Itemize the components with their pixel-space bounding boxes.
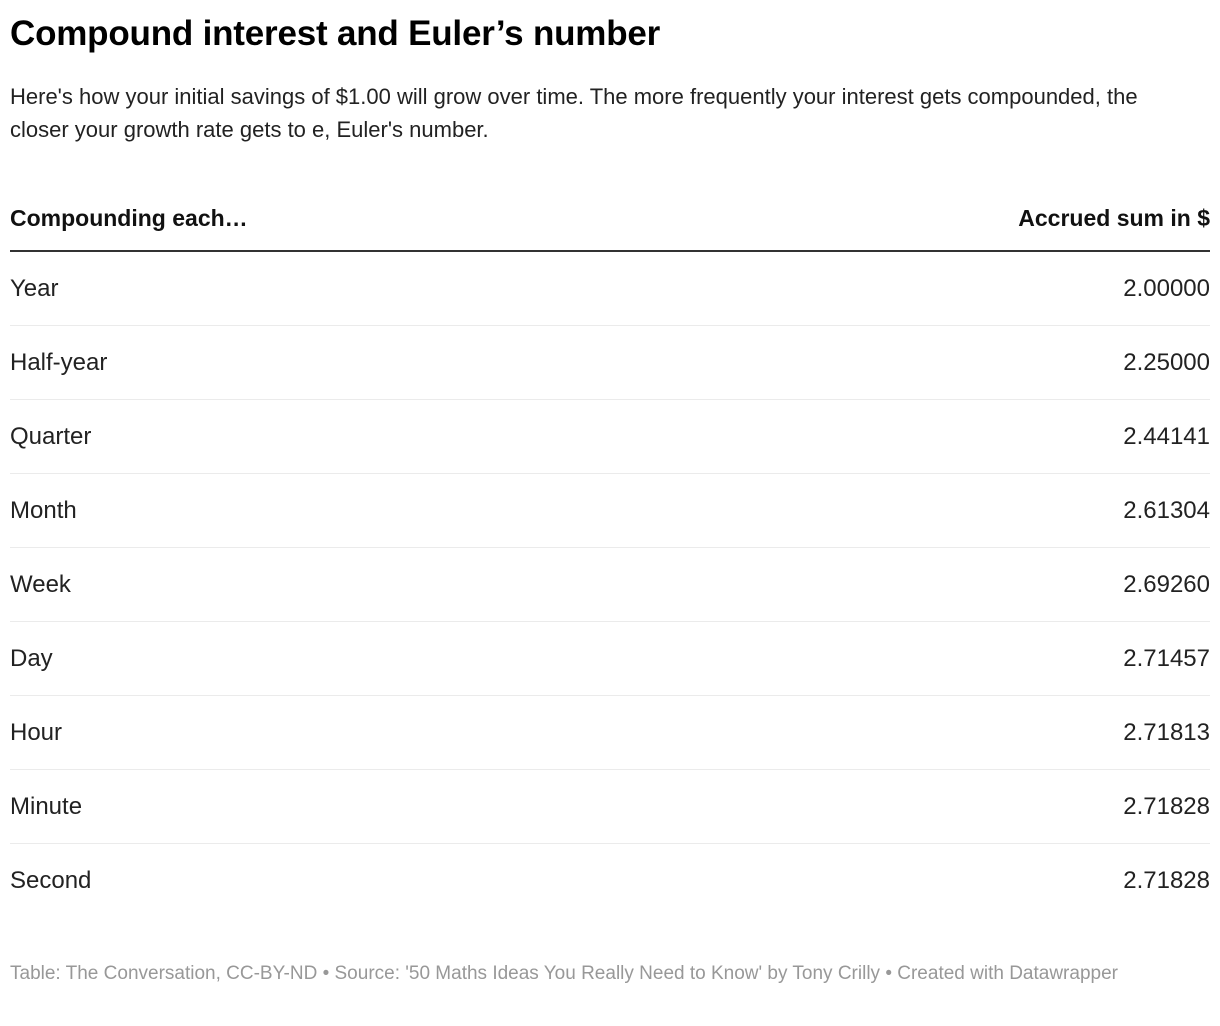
row-value: 2.69260 (670, 547, 1210, 622)
table-row: Second 2.71828 (10, 844, 1210, 918)
chart-description: Here's how your initial savings of $1.00… (10, 84, 1138, 142)
row-label: Month (10, 473, 670, 548)
row-value: 2.44141 (670, 399, 1210, 474)
row-value: 2.71813 (670, 695, 1210, 770)
table-visualization: Compound interest and Euler’s number Her… (10, 14, 1210, 984)
table-row: Year 2.00000 (10, 251, 1210, 326)
table-header-row: Compounding each… Accrued sum in $ (10, 204, 1210, 252)
column-header-accrued-sum: Accrued sum in $ (670, 204, 1210, 252)
row-label: Second (10, 867, 92, 894)
row-value: 2.61304 (670, 473, 1210, 548)
table-row: Day 2.71457 (10, 621, 1210, 696)
row-label: Half-year (10, 325, 670, 400)
table-row: Week 2.69260 (10, 547, 1210, 622)
table-row: Quarter 2.44141 (10, 399, 1210, 474)
table-row: Month 2.61304 (10, 473, 1210, 548)
row-value: 2.00000 (670, 251, 1210, 326)
row-label: Year (10, 251, 670, 326)
row-label: Day (10, 621, 670, 696)
attribution-footer: Table: The Conversation, CC-BY-ND • Sour… (10, 963, 1118, 984)
row-value: 2.71828 (670, 769, 1210, 844)
row-label: Quarter (10, 399, 670, 474)
row-label: Hour (10, 695, 670, 770)
row-value: 2.71457 (670, 621, 1210, 696)
row-label: Minute (10, 769, 670, 844)
row-label: Week (10, 547, 670, 622)
table-row: Minute 2.71828 (10, 769, 1210, 844)
row-value: 2.25000 (670, 325, 1210, 400)
row-value: 2.71828 (1123, 867, 1210, 894)
data-table: Compounding each… Accrued sum in $ Year … (10, 204, 1210, 917)
table-row: Half-year 2.25000 (10, 325, 1210, 400)
table-row: Hour 2.71813 (10, 695, 1210, 770)
column-header-compounding: Compounding each… (10, 204, 670, 252)
page-title: Compound interest and Euler’s number (10, 14, 661, 53)
table-body: Year 2.00000 Half-year 2.25000 Quarter 2… (10, 251, 1210, 917)
